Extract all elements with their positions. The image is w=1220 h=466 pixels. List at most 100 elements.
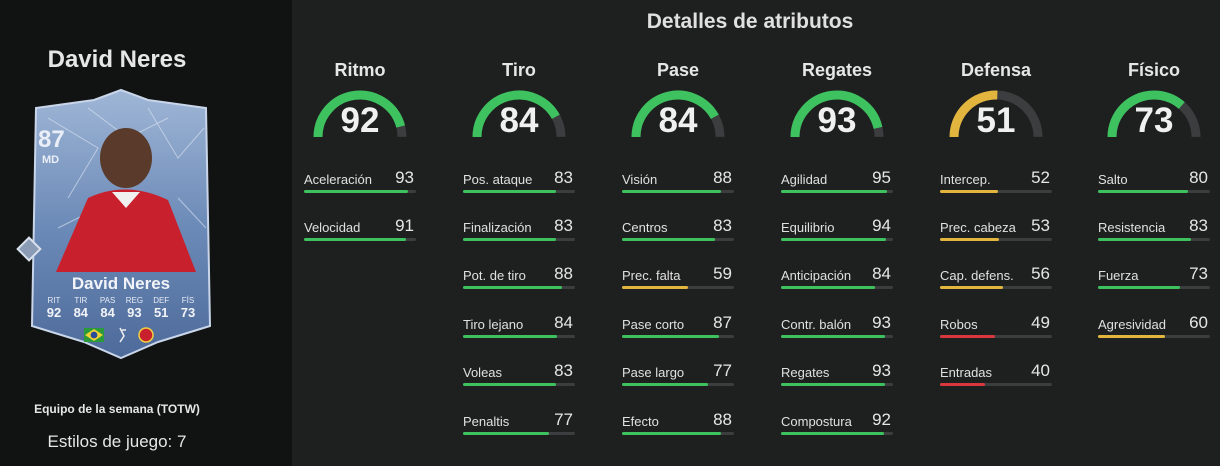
attribute-value: 53 [1031, 216, 1050, 235]
attribute-value: 83 [554, 216, 573, 235]
attribute-row: Tiro lejano 84 [463, 313, 575, 345]
card-type-label: Equipo de la semana (TOTW) [34, 402, 200, 416]
attribute-bar [622, 190, 734, 193]
attribute-bar-fill [304, 190, 409, 193]
attribute-value: 93 [395, 168, 414, 187]
card-position: MD [42, 154, 60, 166]
attribute-name: Pot. de tiro [463, 268, 526, 283]
card-stat-value: 93 [127, 305, 142, 320]
attribute-bar-fill [463, 190, 556, 193]
attribute-bar-fill [622, 190, 721, 193]
card-stat: PAS 84 [96, 296, 120, 320]
attribute-bar [463, 238, 575, 241]
attribute-name: Visión [622, 172, 658, 187]
attribute-value: 83 [1189, 216, 1208, 235]
attribute-value: 88 [713, 410, 732, 429]
attribute-value: 93 [872, 361, 891, 380]
attribute-value: 87 [713, 313, 732, 332]
attribute-row: Robos 49 [940, 313, 1052, 345]
attribute-value: 52 [1031, 168, 1050, 187]
attribute-bar-fill [1098, 238, 1191, 241]
attribute-row: Finalización 83 [463, 216, 575, 248]
attribute-value: 59 [713, 264, 732, 283]
attribute-bar-fill [1098, 190, 1188, 193]
attribute-bar-fill [304, 238, 406, 241]
attribute-bar-fill [622, 238, 715, 241]
category-title: Ritmo [334, 60, 386, 80]
attribute-bar-fill [781, 335, 886, 338]
card-stat-label: PAS [99, 296, 116, 305]
attribute-row: Centros 83 [622, 216, 734, 248]
category-regates: Regates 93 [781, 60, 893, 141]
gauge-fill [1107, 90, 1185, 138]
attribute-bar [940, 190, 1052, 193]
attribute-bar [781, 335, 893, 338]
category-pase: Pase 84 [622, 60, 734, 141]
card-stat: REG 93 [122, 296, 146, 320]
attribute-bar [463, 335, 575, 338]
card-stat-label: FÍS [181, 296, 195, 305]
attribute-value: 93 [872, 313, 891, 332]
attribute-bar-fill [622, 432, 721, 435]
attribute-value: 88 [554, 264, 573, 283]
attribute-row: Intercep. 52 [940, 168, 1052, 200]
attribute-bar [781, 432, 893, 435]
attribute-bar-fill [622, 383, 709, 386]
attribute-bar-fill [463, 383, 556, 386]
category-value: 84 [658, 101, 698, 140]
category-gauge: 84 [463, 87, 575, 141]
attribute-value: 84 [872, 264, 891, 283]
attribute-value: 91 [395, 216, 414, 235]
attribute-bar [622, 383, 734, 386]
attribute-bar-fill [940, 286, 1003, 289]
attribute-name: Velocidad [304, 220, 361, 235]
gauge-fill [790, 90, 883, 138]
attribute-name: Contr. balón [781, 317, 852, 332]
attribute-bar-fill [781, 190, 888, 193]
attribute-value: 77 [713, 361, 732, 380]
attribute-row: Pot. de tiro 88 [463, 264, 575, 296]
playstyles-label: Estilos de juego: 7 [47, 432, 187, 451]
attribute-bar-fill [1098, 335, 1166, 338]
attribute-bar-fill [622, 286, 689, 289]
attribute-name: Fuerza [1098, 268, 1139, 283]
category-tiro: Tiro 84 [463, 60, 575, 141]
attribute-row: Contr. balón 93 [781, 313, 893, 345]
attribute-name: Regates [781, 365, 830, 380]
attribute-name: Pos. ataque [463, 172, 533, 187]
attribute-bar [781, 190, 893, 193]
attribute-row: Aceleración 93 [304, 168, 416, 200]
attribute-bar-fill [463, 238, 556, 241]
category-físico: Físico 73 [1098, 60, 1210, 141]
player-card[interactable]: 87 MD David Neres RIT 92 TIR 84 PAS 84 REG 9… [28, 88, 214, 360]
page-title: Detalles de atributos [646, 10, 854, 33]
card-stat-label: TIR [74, 296, 88, 305]
attribute-bar-fill [940, 335, 995, 338]
attribute-name: Efecto [622, 414, 659, 429]
attribute-row: Voleas 83 [463, 361, 575, 393]
attribute-bar-fill [940, 238, 1000, 241]
attribute-row: Pase corto 87 [622, 313, 734, 345]
card-rating: 87 [38, 126, 65, 153]
attribute-bar-fill [940, 383, 985, 386]
league-logo-icon [119, 327, 126, 343]
attribute-name: Equilibrio [781, 220, 835, 235]
attribute-bar-fill [781, 383, 886, 386]
attribute-row: Equilibrio 94 [781, 216, 893, 248]
attribute-value: 49 [1031, 313, 1050, 332]
card-stat-value: 73 [180, 305, 196, 320]
card-stat: RIT 92 [42, 296, 66, 320]
attribute-row: Prec. falta 59 [622, 264, 734, 296]
attribute-value: 84 [554, 313, 573, 332]
club-crest-icon [138, 327, 154, 343]
category-ritmo: Ritmo 92 [304, 60, 416, 141]
attribute-bar [781, 238, 893, 241]
attribute-row: Efecto 88 [622, 410, 734, 442]
attribute-value: 88 [713, 168, 732, 187]
attribute-row: Agresividad 60 [1098, 313, 1210, 345]
attribute-bar [463, 383, 575, 386]
category-value: 92 [340, 101, 380, 140]
attribute-bar [622, 335, 734, 338]
card-stat: DEF 51 [149, 296, 173, 320]
attribute-bar [1098, 238, 1210, 241]
